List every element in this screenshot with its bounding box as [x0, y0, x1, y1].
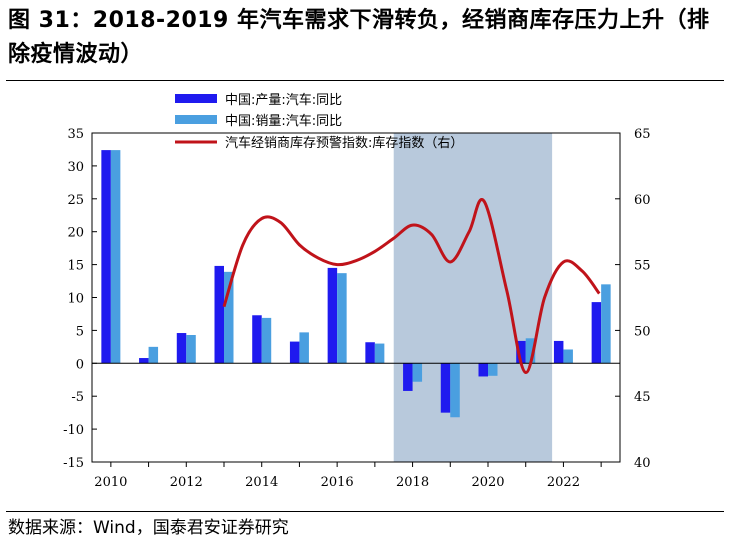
legend-swatch-sales	[175, 115, 217, 124]
bar-production-2018	[403, 363, 413, 391]
left-tick-label: -15	[63, 456, 84, 471]
bar-sales-2022	[563, 349, 573, 364]
left-tick-label: 35	[67, 127, 84, 142]
right-tick-label: 45	[634, 390, 651, 405]
bar-sales-2017	[374, 343, 385, 364]
x-tick-label: 2018	[396, 475, 429, 490]
left-tick-label: 25	[67, 193, 84, 208]
bar-sales-2018	[412, 363, 423, 382]
right-tick-label: 60	[634, 193, 651, 208]
bar-production-2016	[327, 267, 338, 364]
bar-sales-2014	[261, 317, 272, 364]
left-tick-label: 20	[67, 226, 84, 241]
left-tick-label: -5	[71, 390, 84, 405]
bar-sales-2013	[224, 271, 234, 364]
bar-production-2021	[516, 340, 526, 364]
shaded-period	[393, 133, 553, 462]
right-tick-label: 65	[634, 127, 651, 142]
x-tick-label: 2022	[547, 475, 580, 490]
bar-production-2015	[289, 341, 300, 364]
bar-production-2010	[101, 150, 111, 364]
x-tick-label: 2016	[321, 475, 354, 490]
bar-production-2012	[176, 333, 187, 364]
right-tick-label: 40	[634, 456, 651, 471]
legend-swatch-production	[175, 94, 217, 103]
bar-sales-2010	[110, 150, 121, 364]
bar-production-2023	[591, 302, 602, 364]
bar-sales-2011	[148, 346, 159, 364]
left-tick-label: 10	[67, 292, 84, 307]
x-tick-label: 2020	[471, 475, 504, 490]
figure-title: 图 31：2018-2019 年汽车需求下滑转负，经销商库存压力上升（排除疫情波…	[8, 8, 710, 67]
bar-production-2017	[365, 342, 375, 364]
bar-production-2011	[139, 358, 149, 364]
source-note: 数据来源：Wind，国泰君安证券研究	[8, 518, 289, 538]
bar-sales-2012	[186, 335, 196, 364]
bar-sales-2023	[601, 284, 611, 364]
legend: 中国:产量:汽车:同比 中国:销量:汽车:同比 汽车经销商库存预警指数:库存指数…	[175, 92, 463, 151]
left-tick-label: 0	[76, 357, 84, 372]
source-rule	[6, 511, 724, 512]
bar-sales-2021	[525, 338, 536, 364]
left-tick-label: 15	[67, 259, 84, 274]
bar-production-2014	[252, 315, 262, 364]
bar-sales-2020	[488, 363, 498, 376]
bar-sales-2016	[337, 273, 347, 364]
right-tick-label: 55	[634, 259, 651, 274]
x-tick-label: 2012	[170, 475, 203, 490]
x-tick-label: 2014	[245, 475, 278, 490]
x-tick-label: 2010	[94, 475, 127, 490]
bar-production-2022	[553, 340, 564, 364]
left-tick-label: 30	[67, 160, 84, 175]
bar-sales-2019	[450, 363, 460, 418]
title-rule	[6, 80, 724, 81]
bar-production-2013	[214, 265, 224, 364]
right-tick-label: 50	[634, 324, 651, 339]
bar-production-2020	[478, 363, 488, 377]
bar-sales-2015	[299, 332, 309, 364]
inventory-index-line	[222, 197, 601, 375]
legend-label-production: 中国:产量:汽车:同比	[225, 92, 342, 108]
legend-label-inventory: 汽车经销商库存预警指数:库存指数（右）	[225, 135, 463, 151]
legend-label-sales: 中国:销量:汽车:同比	[225, 113, 342, 129]
left-tick-label: 5	[76, 324, 84, 339]
bar-production-2019	[440, 363, 451, 413]
left-tick-label: -10	[63, 423, 84, 438]
